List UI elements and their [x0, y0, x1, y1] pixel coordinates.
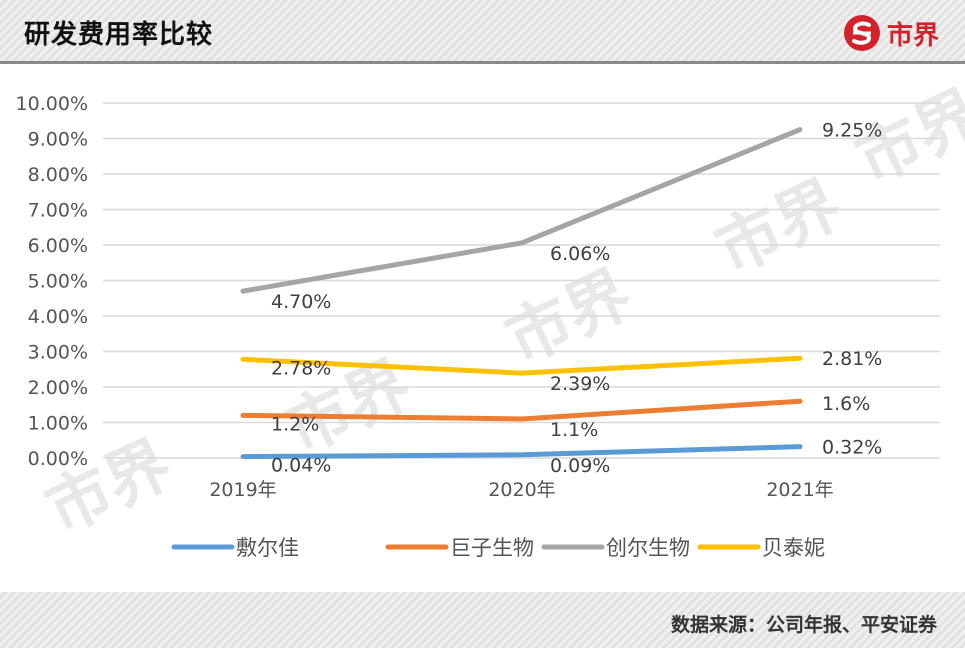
legend: 敷尔佳 巨子生物 创尔生物 贝泰妮 — [171, 536, 825, 560]
data-label: 2.78% — [271, 357, 331, 379]
data-label: 1.6% — [822, 393, 870, 415]
watermark-text: 市界 — [35, 427, 182, 548]
data-label: 0.32% — [822, 437, 882, 459]
series-line-2 — [240, 398, 803, 422]
x-tick-label: 2019年 — [209, 479, 276, 501]
y-tick-label: 1.00% — [28, 413, 88, 435]
footer-bar: 数据来源：公司年报、平安证券 — [0, 592, 965, 648]
page-title: 研发费用率比较 — [24, 20, 214, 50]
data-label: 2.81% — [822, 348, 882, 370]
legend-label: 创尔生物 — [606, 536, 690, 560]
series-line-3 — [240, 127, 803, 294]
data-label: 9.25% — [822, 120, 882, 142]
brand-icon — [843, 15, 880, 51]
y-tick-label: 4.00% — [28, 306, 88, 328]
legend-label: 敷尔佳 — [236, 536, 299, 560]
data-label: 1.1% — [550, 419, 598, 441]
source-note: 数据来源：公司年报、平安证券 — [670, 614, 937, 636]
y-tick-label: 9.00% — [28, 129, 88, 151]
x-tick-label: 2021年 — [766, 479, 833, 501]
watermark-text: 市界 — [705, 167, 852, 288]
watermark-text: 市界 — [495, 257, 642, 378]
series-lines — [240, 127, 803, 460]
x-tick-label: 2020年 — [488, 479, 555, 501]
y-tick-label: 6.00% — [28, 235, 88, 257]
y-tick-label: 0.00% — [28, 448, 88, 470]
x-axis: 2019年 2020年 2021年 — [209, 479, 833, 501]
series-line-4 — [240, 355, 803, 376]
y-axis: 0.00% 1.00% 2.00% 3.00% 4.00% 5.00% 6.00% 7.00%… — [16, 93, 88, 470]
data-labels: 0.04% 0.09% 0.32% 1.2% 1.1% 1.6% 4.70% 6.06% 9.2… — [271, 120, 882, 477]
data-label: 1.2% — [271, 413, 319, 435]
grid-lines — [103, 102, 940, 459]
data-label: 2.39% — [550, 373, 610, 395]
legend-label: 巨子生物 — [450, 536, 534, 560]
y-tick-label: 3.00% — [28, 342, 88, 364]
y-tick-label: 7.00% — [28, 200, 88, 222]
header-bar: 研发费用率比较 市界 — [0, 0, 965, 64]
y-tick-label: 5.00% — [28, 271, 88, 293]
data-label: 6.06% — [550, 243, 610, 265]
y-tick-label: 2.00% — [28, 377, 88, 399]
data-label: 0.09% — [550, 455, 610, 477]
y-tick-label: 10.00% — [16, 93, 88, 115]
data-label: 0.04% — [271, 455, 331, 477]
legend-label: 贝泰妮 — [762, 536, 825, 560]
brand-logo: 市界 — [843, 14, 939, 52]
y-tick-label: 8.00% — [28, 164, 88, 186]
series-line-1 — [240, 444, 803, 460]
data-label: 4.70% — [271, 291, 331, 313]
brand-name: 市界 — [886, 20, 939, 51]
